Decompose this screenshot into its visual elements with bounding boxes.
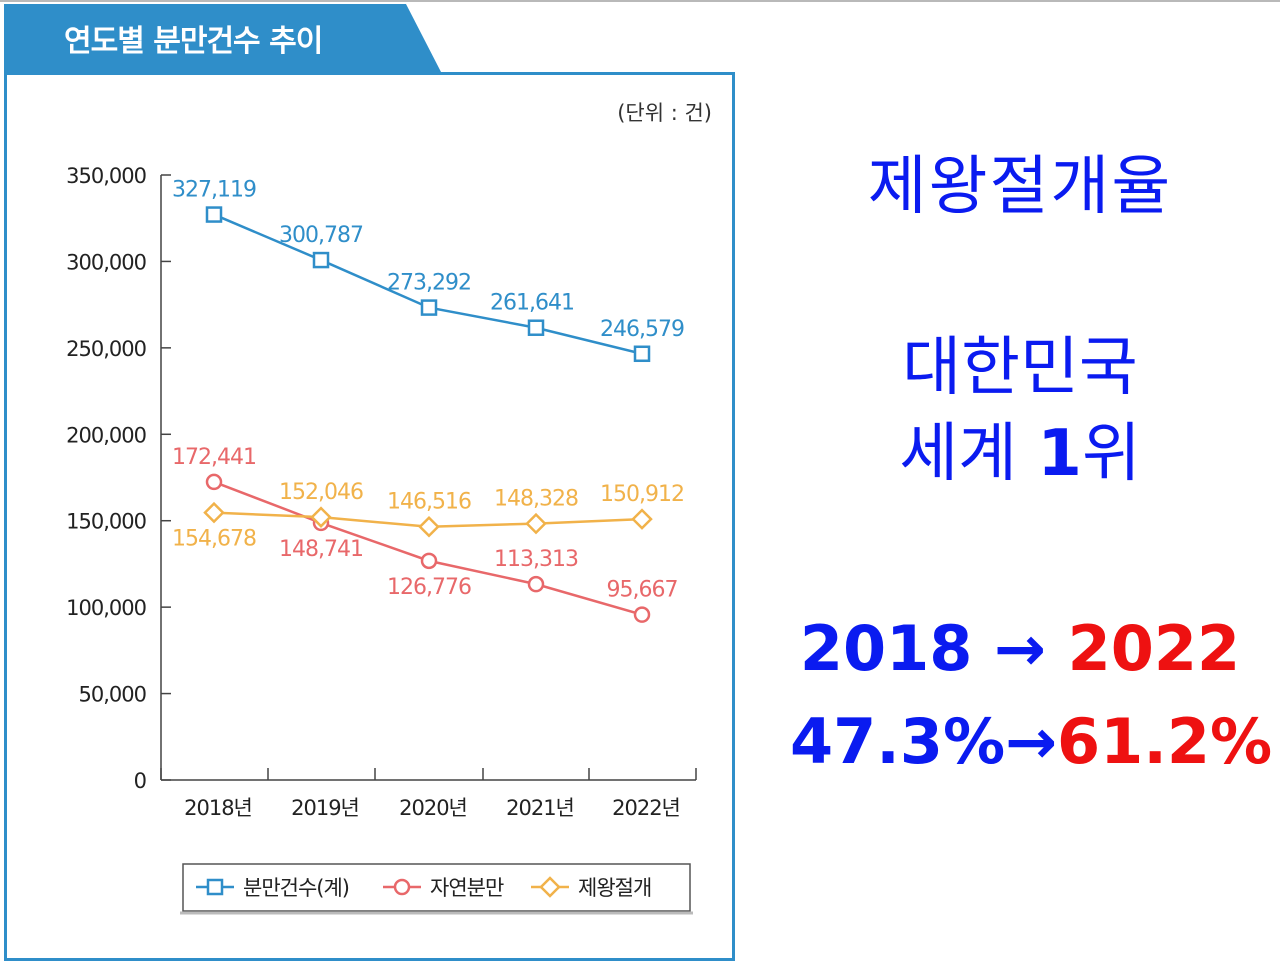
data-point-square bbox=[633, 345, 651, 363]
rate-from: 47.3% bbox=[790, 705, 1006, 778]
data-point-circle bbox=[527, 575, 545, 593]
data-point-diamond bbox=[418, 515, 440, 538]
y-tick-label: 350,000 bbox=[66, 164, 146, 188]
x-tick-label: 2022년 bbox=[612, 796, 680, 820]
chart-title: 연도별 분만건수 추이 bbox=[64, 24, 323, 59]
data-label: 246,579 bbox=[600, 317, 684, 342]
legend-marker-circle bbox=[393, 878, 411, 896]
rank-number: 1 bbox=[1037, 417, 1082, 491]
data-label: 327,119 bbox=[172, 178, 256, 203]
data-point-diamond bbox=[310, 506, 332, 528]
rank-prefix: 세계 bbox=[899, 417, 1038, 491]
data-label: 154,678 bbox=[172, 527, 256, 552]
unit-label: (단위 : 건) bbox=[617, 101, 712, 125]
year-from: 2018 bbox=[799, 612, 973, 685]
y-tick-label: 100,000 bbox=[66, 596, 146, 620]
legend-marker-square bbox=[206, 878, 224, 896]
rate-comparison: 47.3%→61.2% bbox=[790, 705, 1272, 778]
y-tick-label: 0 bbox=[134, 769, 146, 793]
x-tick-label: 2021년 bbox=[506, 796, 574, 820]
data-label: 113,313 bbox=[494, 547, 578, 572]
rank-suffix: 위 bbox=[1081, 417, 1141, 491]
y-tick-label: 200,000 bbox=[66, 423, 146, 447]
data-point-diamond bbox=[203, 501, 225, 524]
data-label: 148,328 bbox=[494, 487, 578, 512]
arrow-icon: → bbox=[1005, 705, 1058, 778]
data-label: 150,912 bbox=[600, 482, 684, 507]
rank-line: 세계 1위 bbox=[790, 411, 1250, 497]
data-label: 300,787 bbox=[279, 223, 363, 248]
top-divider bbox=[0, 0, 1280, 2]
data-label: 261,641 bbox=[490, 291, 574, 316]
year-to: 2022 bbox=[1067, 612, 1241, 685]
data-label: 172,441 bbox=[172, 445, 256, 470]
data-point-diamond bbox=[525, 512, 547, 535]
data-label: 273,292 bbox=[387, 271, 471, 296]
data-point-circle bbox=[205, 473, 223, 491]
y-tick-label: 250,000 bbox=[66, 337, 146, 361]
year-comparison: 2018 → 2022 bbox=[790, 612, 1250, 685]
data-label: 95,667 bbox=[607, 578, 678, 603]
data-point-diamond bbox=[631, 508, 653, 530]
x-tick-label: 2019년 bbox=[291, 796, 359, 820]
y-tick-label: 150,000 bbox=[66, 510, 146, 534]
data-label: 146,516 bbox=[387, 490, 471, 515]
chart-frame bbox=[4, 72, 735, 961]
rate-to: 61.2% bbox=[1057, 705, 1273, 778]
country-label: 대한민국 bbox=[902, 331, 1138, 405]
world-rank-text: 대한민국 세계 1위 bbox=[790, 325, 1250, 497]
x-tick-label: 2018년 bbox=[184, 796, 252, 820]
legend-label: 제왕절개 bbox=[578, 876, 651, 900]
legend-box bbox=[182, 863, 691, 912]
x-tick-label: 2020년 bbox=[399, 796, 467, 820]
legend-label: 자연분만 bbox=[430, 876, 504, 900]
legend-label: 분만건수(계) bbox=[243, 876, 349, 900]
data-label: 152,046 bbox=[279, 480, 363, 505]
csection-rate-heading: 제왕절개율 bbox=[867, 150, 1173, 224]
data-point-square bbox=[527, 319, 545, 336]
data-point-circle bbox=[633, 606, 651, 623]
line-chart: (단위 : 건) 350,000 300,000 250,000 200,000 150,… bbox=[66, 101, 712, 915]
data-point-circle bbox=[420, 552, 438, 570]
data-label: 126,776 bbox=[387, 575, 471, 600]
data-point-square bbox=[420, 299, 438, 316]
data-label: 148,741 bbox=[279, 537, 363, 562]
legend-marker-diamond bbox=[539, 876, 561, 898]
data-point-square bbox=[205, 206, 223, 223]
chart-title-banner: 연도별 분만건수 추이 bbox=[4, 4, 441, 72]
y-tick-label: 50,000 bbox=[79, 683, 146, 707]
data-point-square bbox=[312, 251, 330, 269]
y-tick-label: 300,000 bbox=[66, 250, 146, 274]
arrow-icon: → bbox=[994, 612, 1046, 685]
